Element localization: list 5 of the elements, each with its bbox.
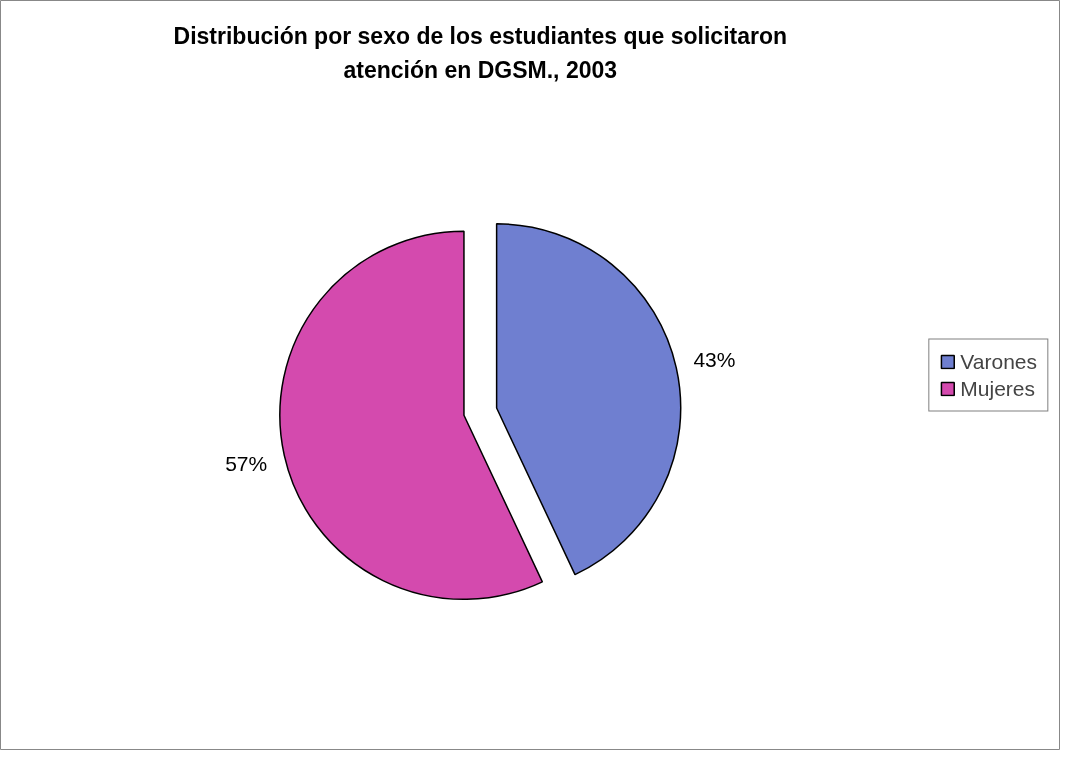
legend-label: Varones — [960, 349, 1037, 374]
data-label: 43% — [693, 348, 736, 371]
chart-title: Distribución por sexo de los estudiantes que solicitaron atención en DGSM., 2003 — [173, 22, 788, 83]
data-label: 57% — [225, 452, 268, 476]
legend-label: Mujeres — [960, 376, 1036, 401]
